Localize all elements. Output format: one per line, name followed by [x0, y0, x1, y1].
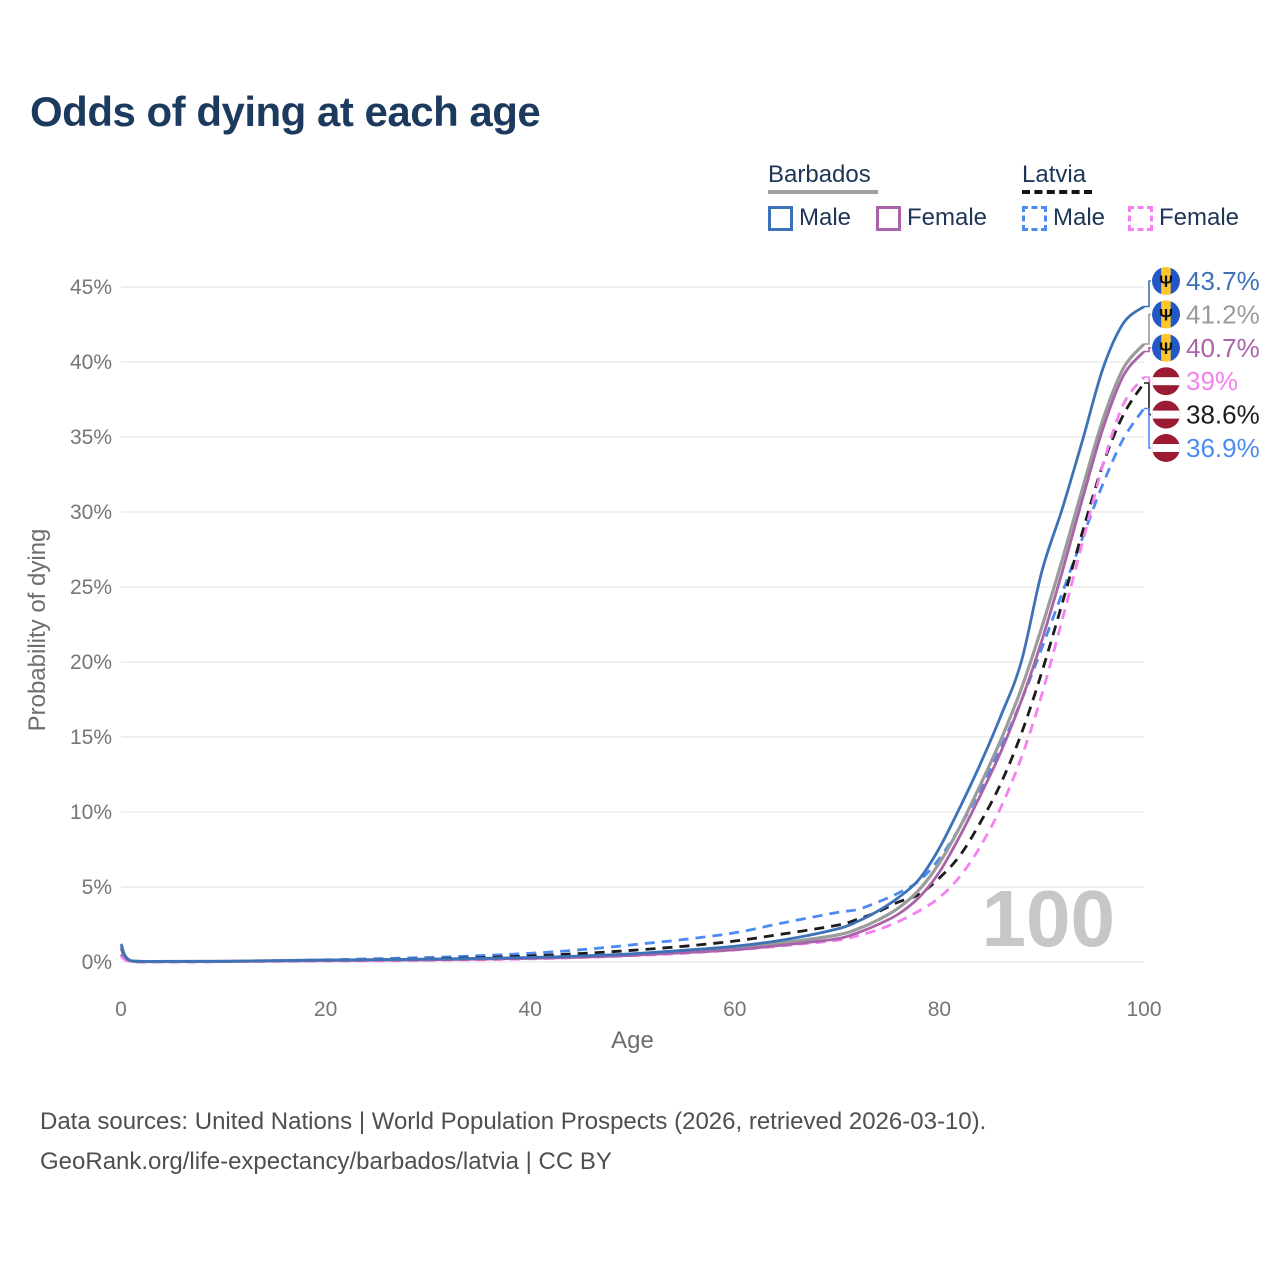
y-tick-label-45pct: 45% — [70, 276, 112, 299]
x-tick-label-80: 80 — [928, 998, 951, 1021]
end-label-barbados: Ψ 41.2% — [1152, 299, 1260, 329]
flag-icon-barbados: Ψ — [1152, 333, 1180, 362]
end-label-connector-latvia-male — [1144, 407, 1151, 449]
legend-group-latvia-label: Latvia — [1022, 161, 1087, 188]
end-label-value-latvia-male: 36.9% — [1186, 433, 1260, 463]
end-label-latvia-male: 36.9% — [1152, 433, 1260, 463]
y-tick-label-0pct: 0% — [82, 951, 112, 974]
flag-icon-latvia — [1152, 434, 1180, 462]
end-label-barbados-female: Ψ 40.7% — [1152, 333, 1260, 363]
y-axis-title: Probability of dying — [24, 529, 51, 732]
series-line-barbados-male — [119, 305, 1145, 963]
x-tick-label-60: 60 — [723, 998, 746, 1021]
x-tick-label-20: 20 — [314, 998, 337, 1021]
end-label-value-latvia-female: 39% — [1186, 366, 1238, 396]
y-tick-label-40pct: 40% — [70, 351, 112, 374]
flag-icon-barbados: Ψ — [1152, 300, 1180, 329]
trident-icon: Ψ — [1159, 272, 1173, 291]
x-tick-label-0: 0 — [115, 998, 127, 1021]
end-label-barbados-male: Ψ 43.7% — [1152, 266, 1260, 296]
y-tick-label-15pct: 15% — [70, 726, 112, 749]
attribution-text: GeoRank.org/life-expectancy/barbados/lat… — [40, 1148, 612, 1175]
y-tick-label-20pct: 20% — [70, 651, 112, 674]
trident-icon: Ψ — [1159, 339, 1173, 358]
legend-group-barbados-label: Barbados — [768, 161, 871, 188]
legend-swatch-barbados-male — [768, 206, 793, 231]
y-tick-label-30pct: 30% — [70, 501, 112, 524]
x-tick-label-100: 100 — [1126, 998, 1161, 1021]
end-label-value-latvia: 38.6% — [1186, 400, 1260, 430]
end-label-value-barbados-female: 40.7% — [1186, 333, 1260, 363]
end-label-connector-latvia-female — [1144, 376, 1151, 382]
legend-label-latvia-female: Female — [1159, 204, 1240, 231]
end-label-value-barbados-male: 43.7% — [1186, 266, 1260, 296]
legend-swatch-latvia-male — [1022, 206, 1047, 231]
end-label-connector-barbados-male — [1144, 280, 1151, 308]
legend-swatch-barbados-female — [876, 206, 901, 231]
end-label-value-barbados: 41.2% — [1186, 299, 1260, 329]
legend-label-barbados-male: Male — [799, 204, 852, 231]
series-line-barbados-female — [119, 350, 1146, 964]
legend-label-barbados-female: Female — [907, 204, 988, 231]
x-tick-label-40: 40 — [519, 998, 542, 1021]
end-label-connector-latvia — [1144, 382, 1151, 416]
page-title: Odds of dying at each age — [30, 88, 541, 135]
y-tick-label-25pct: 25% — [70, 576, 112, 599]
flag-icon-barbados: Ψ — [1152, 267, 1180, 295]
age-watermark: 100 — [982, 874, 1115, 963]
trident-icon: Ψ — [1159, 305, 1173, 324]
y-tick-label-35pct: 35% — [70, 426, 112, 449]
legend-barbados-underline-swatch — [768, 190, 878, 194]
end-label-latvia-female: 39% — [1152, 366, 1238, 396]
legend-swatch-latvia-female — [1128, 206, 1153, 231]
end-label-latvia: 38.6% — [1152, 400, 1260, 430]
x-axis-title: Age — [611, 1027, 654, 1054]
flag-icon-latvia — [1152, 367, 1180, 396]
y-tick-label-10pct: 10% — [70, 801, 112, 824]
legend-label-latvia-male: Male — [1053, 204, 1106, 231]
end-label-connector-barbados-female — [1144, 347, 1151, 353]
end-label-connector-barbados — [1144, 313, 1151, 345]
data-sources-text: Data sources: United Nations | World Pop… — [40, 1108, 987, 1135]
legend-latvia-underline-swatch — [1022, 190, 1092, 194]
y-tick-label-5pct: 5% — [82, 876, 112, 899]
flag-icon-latvia — [1152, 400, 1180, 429]
